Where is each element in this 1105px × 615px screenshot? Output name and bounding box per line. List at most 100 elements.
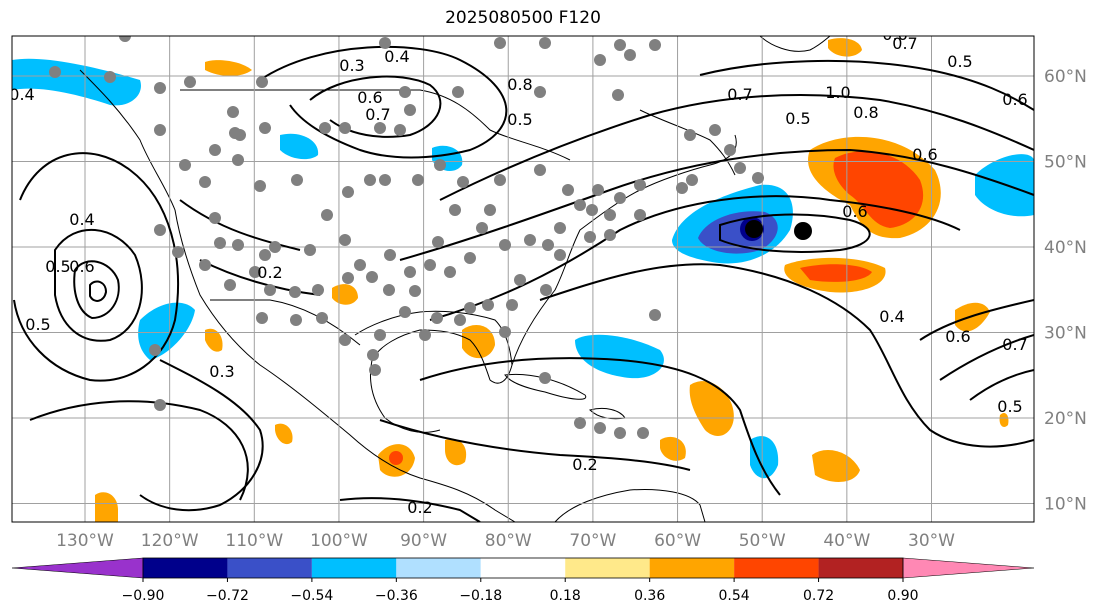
station-dot bbox=[259, 122, 271, 134]
station-dot bbox=[399, 86, 411, 98]
station-dot bbox=[369, 364, 381, 376]
station-dot bbox=[604, 209, 616, 221]
station-dot bbox=[339, 122, 351, 134]
station-dot bbox=[234, 129, 246, 141]
station-dot bbox=[304, 244, 316, 256]
contour-label: 0.5 bbox=[947, 52, 972, 71]
contour-label: 0.7 bbox=[1002, 335, 1027, 354]
station-dot bbox=[734, 162, 746, 174]
station-dot bbox=[539, 37, 551, 49]
station-dot bbox=[464, 302, 476, 314]
latitude-labels: 60°N 50°N 40°N 30°N 20°N 10°N bbox=[1044, 67, 1087, 515]
station-dot bbox=[637, 427, 649, 439]
colorbar-tick-label: 0.18 bbox=[550, 588, 581, 604]
contour-line bbox=[939, 334, 1034, 381]
fill-blue-pacific-nw bbox=[12, 58, 141, 106]
colorbar-segment bbox=[649, 558, 735, 578]
station-dot bbox=[154, 224, 166, 236]
border-us-canada bbox=[180, 89, 571, 161]
station-dot bbox=[394, 124, 406, 136]
fill-red-e-atlantic bbox=[800, 264, 872, 282]
colorbar-extend-high bbox=[902, 557, 1035, 579]
contour-label: 0.5 bbox=[785, 109, 810, 128]
station-dot bbox=[482, 299, 494, 311]
station-dot bbox=[499, 326, 511, 338]
latitude-label: 30°N bbox=[1044, 324, 1087, 344]
station-dot bbox=[624, 49, 636, 61]
station-dot bbox=[586, 204, 598, 216]
station-dot bbox=[614, 192, 626, 204]
contour-label: 0.4 bbox=[384, 47, 409, 66]
contour-label: 0.4 bbox=[69, 210, 94, 229]
colorbar-tick-label: 0.72 bbox=[803, 588, 834, 604]
station-dot bbox=[256, 76, 268, 88]
station-dot bbox=[354, 259, 366, 271]
map-frame bbox=[11, 35, 1035, 523]
station-dot bbox=[256, 312, 268, 324]
fill-orange-e-sub bbox=[955, 302, 990, 332]
station-dot bbox=[592, 184, 604, 196]
colorbar-tick-label: −0.18 bbox=[459, 588, 502, 604]
colorbar-segment bbox=[734, 558, 819, 578]
colorbar-segment bbox=[227, 558, 312, 578]
colorbar-tick-label: 0.54 bbox=[719, 588, 750, 604]
black-marker bbox=[745, 220, 763, 238]
colorbar-segment bbox=[143, 558, 228, 578]
latitude-label: 50°N bbox=[1044, 153, 1087, 173]
longitude-labels: 130°W 120°W 110°W 100°W 90°W 80°W 70°W 60°W 50°W… bbox=[56, 531, 955, 551]
station-dot bbox=[684, 129, 696, 141]
fill-orange-gulf-coast bbox=[462, 325, 495, 359]
contour-label: 0.2 bbox=[572, 455, 597, 474]
longitude-label: 60°W bbox=[654, 531, 701, 551]
gridlines bbox=[12, 36, 1034, 522]
contours bbox=[13, 45, 1034, 522]
station-dot bbox=[574, 199, 586, 211]
station-dot bbox=[119, 36, 131, 42]
station-dot bbox=[374, 122, 386, 134]
contour-label: 0.2 bbox=[257, 263, 282, 282]
longitude-label: 70°W bbox=[569, 531, 616, 551]
station-dot bbox=[289, 286, 301, 298]
contour-label: 0.6 bbox=[882, 25, 907, 44]
station-dot bbox=[434, 159, 446, 171]
contour-label: 0.8 bbox=[507, 75, 532, 94]
contour-line bbox=[699, 59, 1034, 111]
contour-line bbox=[969, 369, 1034, 401]
station-dot bbox=[199, 176, 211, 188]
fill-red-mexico bbox=[389, 451, 403, 465]
colorbar-tick-label: 0.36 bbox=[634, 588, 665, 604]
station-dot bbox=[374, 329, 386, 341]
station-dot bbox=[634, 209, 646, 221]
station-dot bbox=[612, 89, 624, 101]
coast-gulf bbox=[354, 310, 513, 433]
station-dot bbox=[291, 174, 303, 186]
station-dot bbox=[554, 222, 566, 234]
station-dot bbox=[494, 174, 506, 186]
colorbar-segment bbox=[480, 558, 566, 578]
station-dot bbox=[149, 344, 161, 356]
station-dot bbox=[404, 266, 416, 278]
station-dot bbox=[104, 71, 116, 83]
contour-line bbox=[13, 152, 179, 382]
contour-label: 0.6 bbox=[1002, 90, 1027, 109]
station-dot bbox=[604, 229, 616, 241]
longitude-label: 30°W bbox=[908, 531, 955, 551]
contour-line bbox=[719, 213, 871, 253]
contour-label: 0.6 bbox=[945, 327, 970, 346]
contour-label: 0.5 bbox=[507, 110, 532, 129]
station-dot bbox=[724, 144, 736, 156]
station-dot bbox=[476, 222, 488, 234]
longitude-label: 120°W bbox=[141, 531, 199, 551]
station-dot bbox=[484, 204, 496, 216]
figure-title: 2025080500 F120 bbox=[445, 8, 601, 28]
contour-line bbox=[139, 359, 264, 512]
station-dot bbox=[554, 249, 566, 261]
station-dot bbox=[412, 174, 424, 186]
longitude-label: 40°W bbox=[823, 531, 870, 551]
station-dot bbox=[49, 66, 61, 78]
fill-orange-canada bbox=[205, 60, 252, 76]
station-dot bbox=[594, 54, 606, 66]
station-dot bbox=[179, 159, 191, 171]
station-dot bbox=[404, 104, 416, 116]
